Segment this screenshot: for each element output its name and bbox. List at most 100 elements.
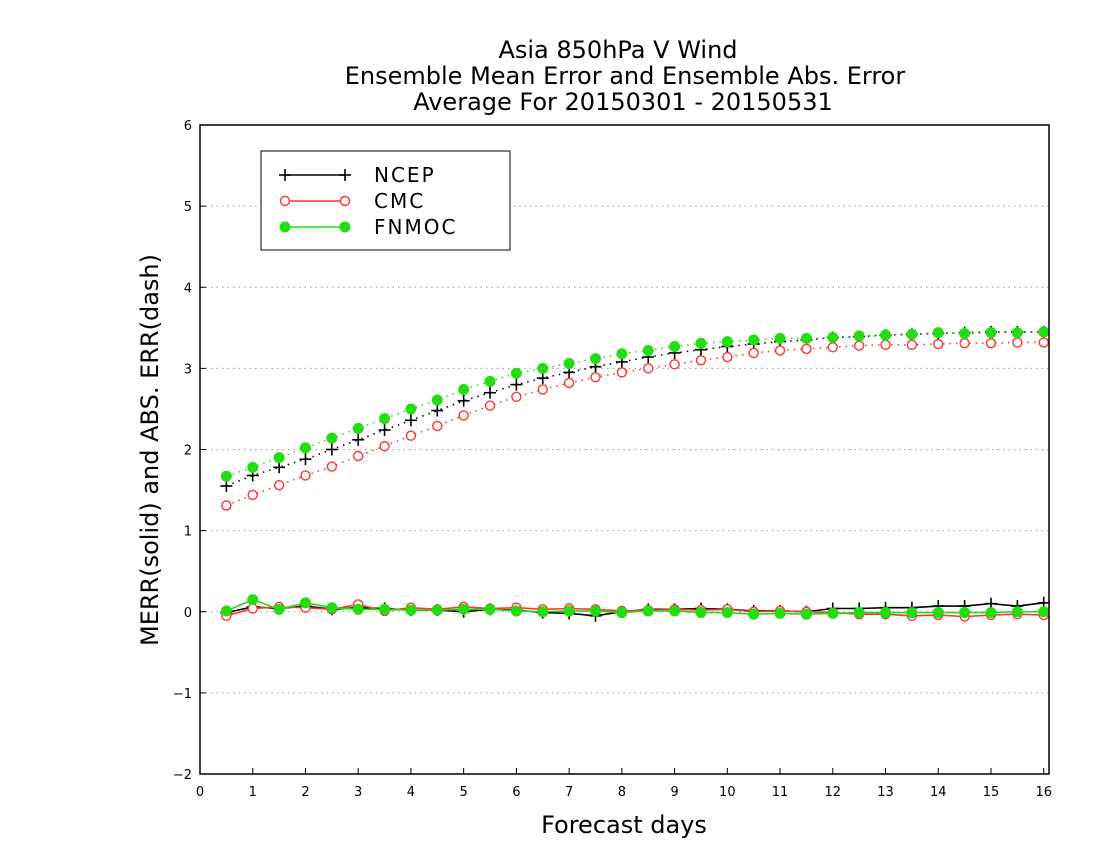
abs-err-point	[273, 452, 285, 464]
merr-point	[431, 604, 443, 616]
abs-err-point	[378, 424, 391, 437]
abs-err-point	[748, 334, 760, 346]
abs-err-point	[616, 367, 628, 378]
abs-err-point	[457, 394, 470, 407]
legend-marker	[279, 221, 291, 233]
y-axis-label: MERR(solid) and ABS. ERR(dash)	[136, 254, 164, 646]
abs-err-point	[325, 443, 338, 456]
merr-point	[985, 607, 997, 619]
merr-point	[642, 605, 654, 617]
abs-err-point	[536, 372, 549, 385]
x-axis: 0 1 2 3 4 5 6 7 8 9 10 11 12 13 14 15 16	[196, 768, 1052, 800]
merr-point	[959, 607, 971, 619]
y-tick-label: −1	[173, 687, 192, 702]
merr-point	[484, 603, 496, 615]
y-tick-label: −2	[173, 768, 192, 783]
merr-point	[827, 607, 839, 619]
chart-title-line-2: Ensemble Mean Error and Ensemble Abs. Er…	[345, 62, 906, 90]
abs-err-point	[906, 328, 918, 340]
x-tick-label: 4	[407, 785, 415, 800]
abs-err-point	[774, 345, 786, 356]
x-tick-label: 10	[719, 785, 736, 800]
x-tick-label: 5	[460, 785, 468, 800]
abs-err-point	[1038, 337, 1049, 348]
abs-err-point	[352, 422, 364, 434]
series-layer	[220, 325, 1050, 622]
abs-err-point	[774, 332, 786, 344]
merr-point	[1038, 606, 1050, 618]
x-tick-label: 13	[877, 785, 894, 800]
abs-err-point	[273, 461, 286, 474]
merr-point	[220, 605, 232, 617]
legend-marker	[339, 221, 351, 233]
abs-err-point	[721, 336, 733, 348]
abs-err-point	[273, 479, 285, 491]
abs-err-point	[405, 403, 417, 415]
y-tick-label: 1	[184, 525, 192, 540]
merr-point	[458, 603, 470, 615]
series-fnmoc	[220, 326, 1050, 620]
y-tick-label: 0	[184, 606, 192, 621]
abs-err-point	[247, 489, 258, 501]
abs-err-point	[695, 337, 707, 349]
abs-err-point	[563, 377, 575, 389]
merr-point	[247, 594, 259, 606]
abs-err-point	[853, 330, 865, 342]
series-cmc-merr-line	[226, 603, 1044, 618]
merr-point	[616, 607, 628, 619]
abs-err-point	[801, 343, 812, 355]
abs-err-point	[722, 351, 733, 363]
merr-point	[1011, 606, 1023, 618]
x-tick-label: 1	[249, 785, 257, 800]
chart-title-line-1: Asia 850hPa V Wind	[498, 36, 737, 64]
x-tick-label: 2	[301, 785, 309, 800]
series-cmc	[221, 337, 1049, 622]
y-tick-label: 3	[184, 362, 192, 377]
abs-err-point	[352, 433, 365, 446]
abs-err-point	[484, 386, 497, 399]
merr-point	[273, 603, 285, 615]
legend-item-ncep: NCEP	[279, 163, 434, 187]
abs-err-point	[247, 461, 259, 473]
abs-err-point	[959, 327, 971, 339]
merr-point	[800, 608, 812, 620]
legend-item-cmc: CMC	[279, 189, 425, 213]
merr-point	[932, 607, 944, 619]
abs-err-point	[300, 470, 311, 481]
x-tick-label: 9	[670, 785, 678, 800]
legend-label-fnmoc: FNMOC	[374, 215, 457, 239]
abs-err-point	[484, 400, 496, 411]
x-tick-label: 14	[930, 785, 947, 800]
abs-err-point	[326, 461, 338, 472]
y-tick-label: 5	[184, 200, 192, 215]
x-tick-label: 11	[772, 785, 789, 800]
series-cmc-abs-err-line	[226, 341, 1044, 507]
abs-err-point	[880, 329, 892, 341]
merr-point	[247, 603, 258, 614]
abs-err-point	[220, 470, 232, 482]
y-tick-label: 4	[184, 281, 192, 296]
abs-err-point	[510, 378, 523, 391]
abs-err-point	[404, 414, 417, 427]
y-tick-label: 6	[184, 119, 192, 134]
abs-err-point	[800, 332, 812, 344]
y-axis: −2 −1 0 1 2 3 4 5 6	[173, 119, 206, 783]
abs-err-point	[827, 332, 839, 344]
merr-point	[405, 604, 417, 616]
x-tick-label: 7	[565, 785, 573, 800]
abs-err-point	[932, 327, 944, 339]
abs-err-point	[748, 347, 759, 359]
x-tick-label: 8	[618, 785, 626, 800]
abs-err-point	[431, 394, 443, 406]
abs-err-point	[933, 338, 944, 350]
merr-point	[352, 603, 364, 615]
legend-label-cmc: CMC	[374, 189, 425, 213]
series-fnmoc-abs-err-line	[226, 331, 1044, 477]
merr-point	[695, 607, 707, 619]
merr-point	[510, 605, 522, 617]
abs-err-point	[1011, 327, 1023, 339]
y-tick-label: 2	[184, 444, 192, 459]
series-ncep	[220, 325, 1050, 622]
